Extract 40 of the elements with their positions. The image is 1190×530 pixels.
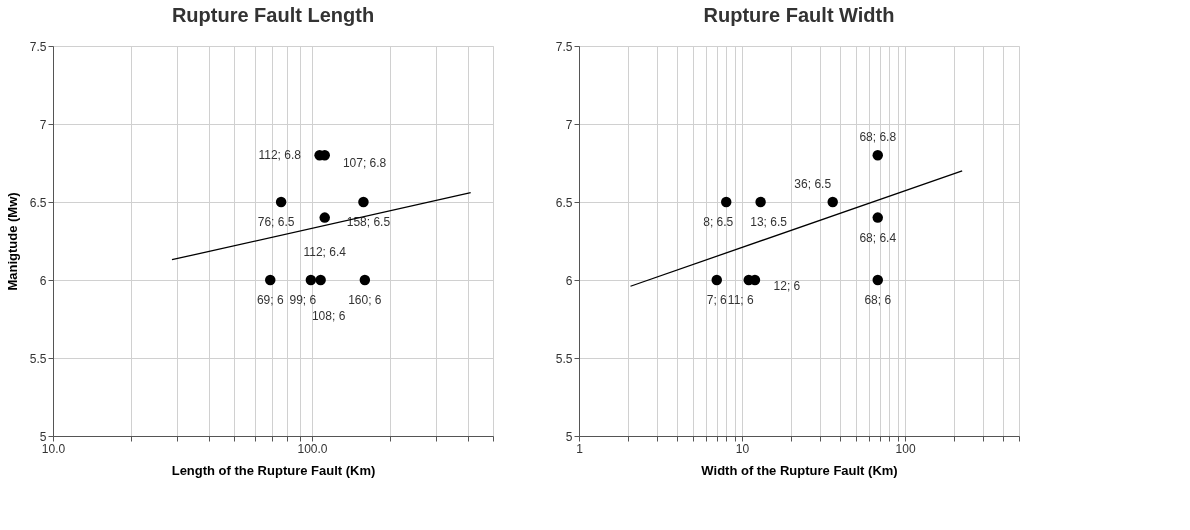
data-label: 68; 6.8 (859, 130, 897, 145)
data-label: 76; 6.5 (257, 215, 295, 229)
data-label: 12; 6 (773, 279, 801, 293)
chart-title: Rupture Fault Width (703, 4, 895, 26)
data-label: 158; 6.5 (346, 215, 391, 229)
y-tick-label: 7.5 (555, 39, 573, 54)
data-label: 68; 6.4 (859, 230, 897, 245)
x-axis-title: Width of the Rupture Fault (Km) (701, 462, 898, 478)
y-tick-label: 6.5 (555, 195, 573, 210)
data-label: 68; 6 (864, 293, 892, 307)
x-tick-label: 100.0 (297, 441, 328, 456)
data-label: 112; 6.8 (258, 148, 302, 163)
y-tick-label: 7 (565, 117, 573, 132)
x-tick-label: 10.0 (41, 441, 66, 456)
data-label: 99; 6 (289, 293, 317, 307)
data-label: 160; 6 (348, 293, 382, 307)
data-label: 112; 6.4 (303, 244, 347, 259)
chart-title: Rupture Fault Length (171, 4, 375, 26)
y-tick-label: 6 (39, 273, 47, 288)
data-label: 36; 6.5 (794, 177, 832, 191)
y-axis-title: Manigtude (Mw) (4, 192, 20, 291)
y-tick-label: 5 (39, 429, 47, 444)
y-tick-label: 7.5 (29, 39, 47, 54)
data-label: 7; 6 (706, 293, 728, 307)
y-tick-label: 5 (565, 429, 573, 444)
data-label: 107; 6.8 (342, 156, 387, 171)
y-tick-label: 5.5 (555, 351, 573, 366)
data-label: 108; 6 (311, 309, 346, 323)
y-tick-label: 6.5 (29, 195, 47, 210)
data-label: 11; 6 (727, 293, 754, 307)
y-tick-label: 5.5 (29, 351, 47, 366)
x-tick-label: 100 (895, 441, 916, 456)
y-tick-label: 6 (565, 273, 573, 288)
x-axis-title: Length of the Rupture Fault (Km) (171, 462, 376, 478)
y-tick-label: 7 (39, 117, 47, 132)
x-tick-label: 1 (576, 441, 584, 456)
data-label: 13; 6.5 (750, 215, 788, 229)
data-label: 8; 6.5 (703, 215, 734, 229)
x-tick-label: 10 (735, 441, 750, 456)
data-label: 69; 6 (256, 293, 284, 307)
